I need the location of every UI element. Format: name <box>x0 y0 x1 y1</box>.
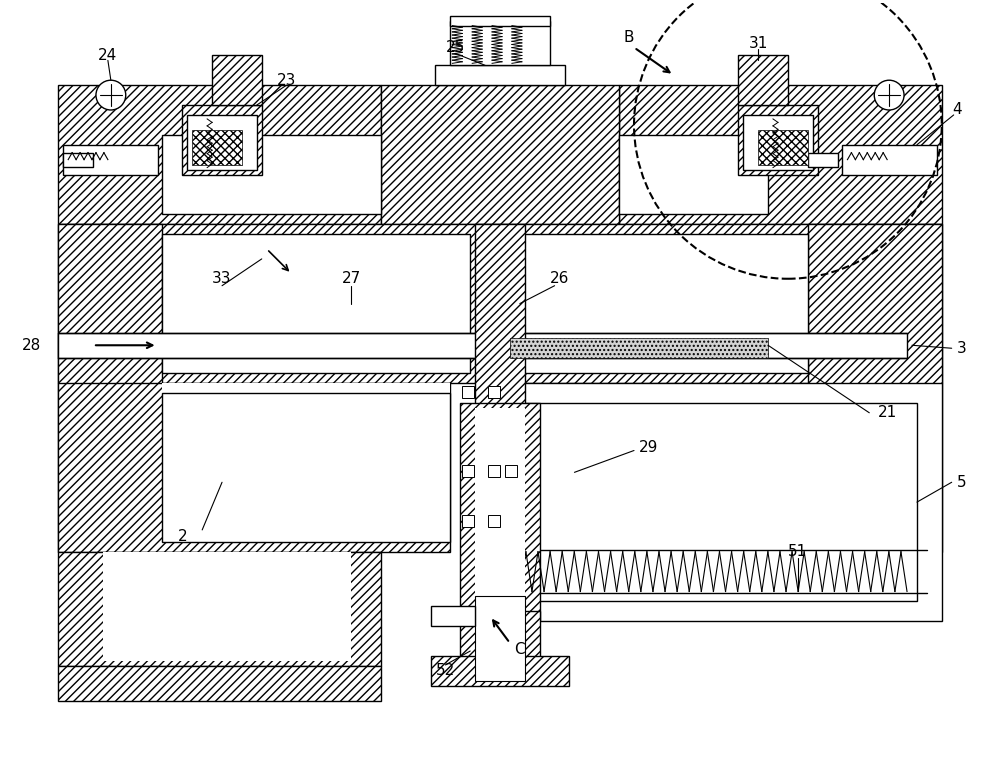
Text: B: B <box>624 30 634 45</box>
Text: C: C <box>515 642 525 656</box>
Text: 26: 26 <box>550 272 569 286</box>
Bar <box>431 656 569 686</box>
Bar <box>450 21 550 66</box>
Text: 51: 51 <box>788 544 807 559</box>
Polygon shape <box>808 224 942 552</box>
Text: 27: 27 <box>341 272 361 286</box>
Bar <box>738 105 818 175</box>
Text: 21: 21 <box>878 405 897 420</box>
Bar <box>488 386 500 398</box>
Bar <box>460 403 540 621</box>
Bar <box>162 393 450 542</box>
Text: 5: 5 <box>957 475 966 490</box>
Bar <box>462 465 474 478</box>
Bar <box>475 224 525 542</box>
Polygon shape <box>619 85 942 224</box>
Bar <box>462 386 474 398</box>
Bar <box>808 153 838 166</box>
Text: 29: 29 <box>639 440 659 455</box>
Text: 3: 3 <box>957 341 966 356</box>
Bar <box>842 145 937 175</box>
Polygon shape <box>381 85 619 224</box>
Bar <box>738 56 788 105</box>
Polygon shape <box>58 552 381 666</box>
Polygon shape <box>103 552 351 661</box>
Bar <box>63 153 93 166</box>
Bar <box>431 607 475 626</box>
Bar <box>758 130 808 165</box>
Text: 25: 25 <box>446 40 465 55</box>
Bar <box>743 115 813 169</box>
Bar <box>510 403 917 601</box>
Polygon shape <box>162 383 450 542</box>
Bar <box>460 611 540 666</box>
Polygon shape <box>58 383 450 552</box>
Circle shape <box>874 80 904 110</box>
Polygon shape <box>58 224 162 552</box>
Bar <box>435 66 565 85</box>
Polygon shape <box>58 666 381 700</box>
Polygon shape <box>58 224 942 383</box>
Circle shape <box>96 80 126 110</box>
Text: 23: 23 <box>277 72 296 88</box>
Text: 28: 28 <box>22 338 41 353</box>
Bar <box>475 597 525 681</box>
Bar <box>58 333 907 358</box>
Bar <box>505 465 517 478</box>
Polygon shape <box>58 85 381 224</box>
Text: 52: 52 <box>436 663 455 678</box>
Text: 31: 31 <box>748 36 768 51</box>
Bar <box>192 130 242 165</box>
Bar <box>187 115 257 169</box>
Polygon shape <box>490 383 942 621</box>
Bar <box>510 234 808 373</box>
Bar <box>162 135 381 214</box>
Bar <box>63 145 158 175</box>
Bar <box>162 234 470 373</box>
Text: 4: 4 <box>952 102 961 118</box>
Bar <box>488 465 500 478</box>
Text: 2: 2 <box>178 530 187 544</box>
Bar <box>450 16 550 26</box>
Bar <box>488 515 500 527</box>
Text: 33: 33 <box>212 272 232 286</box>
Bar <box>475 407 525 617</box>
Bar <box>212 56 262 105</box>
Bar <box>182 105 262 175</box>
Bar <box>510 338 768 358</box>
Bar <box>462 515 474 527</box>
Bar <box>619 135 768 214</box>
Text: 24: 24 <box>98 48 118 63</box>
